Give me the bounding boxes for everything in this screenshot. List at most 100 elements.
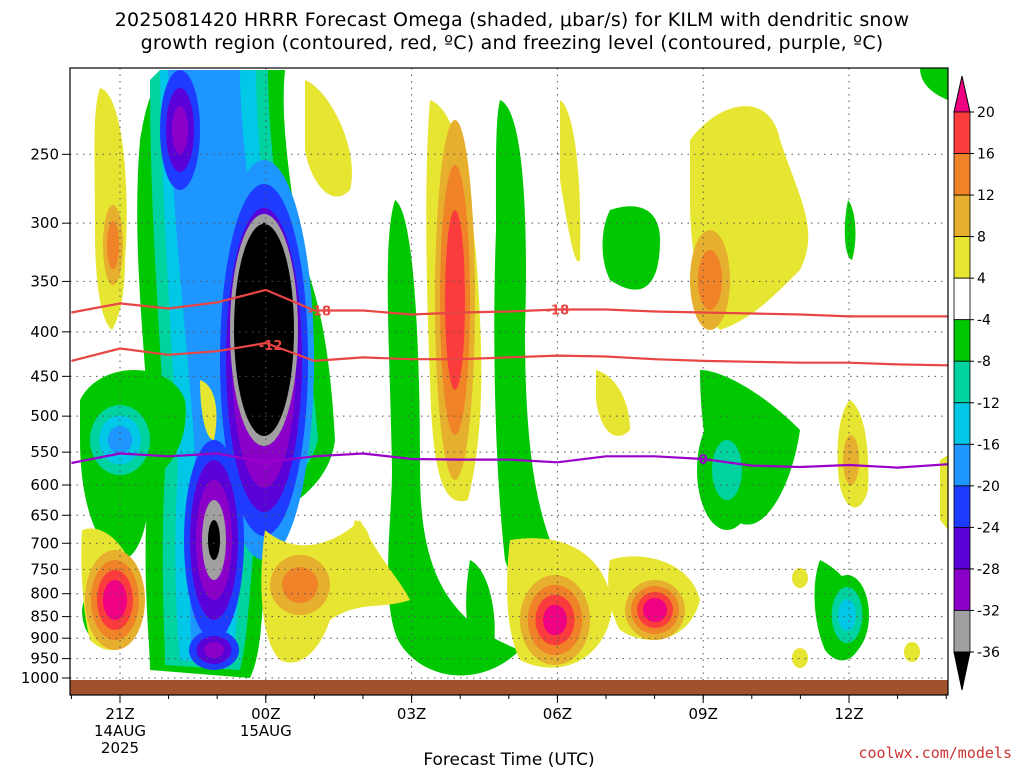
descent-edge-right <box>940 455 948 530</box>
colorbar-swatch <box>953 194 971 238</box>
x-tick-label-06Z: 06Z <box>543 705 572 723</box>
x-tick-year-21Z: 2025 <box>101 739 139 757</box>
x-tick-label-00Z: 00Z <box>251 705 280 723</box>
colorbar-label--4: -4 <box>977 313 991 329</box>
colorbar-label--32: -32 <box>977 603 1000 619</box>
contour-label-0: 0 <box>699 453 708 468</box>
descent-core-08z <box>643 598 667 622</box>
colorbar-swatch <box>953 610 971 653</box>
descent-small-02z <box>353 520 372 560</box>
colorbar-swatch <box>953 277 971 321</box>
ascent-column-05z <box>494 100 580 610</box>
colorbar-swatch <box>953 485 971 528</box>
ascent-strip-12z <box>844 200 856 260</box>
x-axis-label: Forecast Time (UTC) <box>423 750 594 768</box>
colorbar-swatch <box>953 319 971 362</box>
y-tick-label-900: 900 <box>30 629 59 647</box>
chart-title-line-1: 2025081420 HRRR Forecast Omega (shaded, … <box>114 9 910 31</box>
grid-lines <box>70 68 948 695</box>
colorbar-swatch <box>953 526 971 570</box>
descent-core-09z <box>698 250 722 310</box>
chart-title-line-2: growth region (contoured, red, ºC) and f… <box>140 32 884 54</box>
colorbar-label-20: 20 <box>977 105 995 121</box>
y-tick-label-250: 250 <box>30 145 59 163</box>
ascent-core-lower <box>208 520 220 560</box>
colorbar-label--28: -28 <box>977 562 1000 578</box>
colorbar-top-arrow <box>953 75 971 113</box>
colorbar-label--8: -8 <box>977 354 991 370</box>
colorbar-swatch <box>953 236 971 279</box>
colorbar-label-8: 8 <box>977 230 986 246</box>
colorbar-label--36: -36 <box>977 645 1000 661</box>
x-tick-label-03Z: 03Z <box>397 705 426 723</box>
colorbar-label--16: -16 <box>977 437 1000 453</box>
descent-core-12z <box>843 435 859 485</box>
x-tick-label-21Z: 21Z <box>105 705 134 723</box>
descent-strip-06z <box>560 100 581 262</box>
colorbar-label-12: 12 <box>977 188 995 204</box>
colorbar-swatch <box>953 402 971 445</box>
ground-surface <box>70 680 948 695</box>
x-tick-date-21Z: 14AUG <box>94 722 146 740</box>
ascent-core-09z <box>712 440 742 500</box>
descent-core-21z <box>107 221 119 269</box>
ascent-core-upper <box>172 106 188 154</box>
colorbar-label--12: -12 <box>977 396 1000 412</box>
y-tick-label-450: 450 <box>30 367 59 385</box>
contour-label-0: 0 <box>261 456 270 471</box>
descent-dot-1 <box>792 648 808 668</box>
y-tick-label-750: 750 <box>30 560 59 578</box>
descent-upper-23z <box>305 80 352 197</box>
ascent-strip-04z <box>466 560 495 660</box>
x-tick-date-00Z: 15AUG <box>240 722 292 740</box>
x-tick-label-12Z: 12Z <box>834 705 863 723</box>
ascent-patch-07z <box>602 206 660 290</box>
colorbar: 20 16 12 8 4 -4 -8 -12 -16 -20 -24 -28 -32 -36 <box>953 75 1000 691</box>
y-tick-label-550: 550 <box>30 443 59 461</box>
y-tick-label-400: 400 <box>30 323 59 341</box>
descent-dot-2 <box>904 642 920 662</box>
colorbar-swatch <box>953 111 971 154</box>
y-tick-label-950: 950 <box>30 650 59 668</box>
y-tick-label-600: 600 <box>30 476 59 494</box>
descent-core-06z <box>543 604 567 636</box>
ascent-core-black <box>234 224 294 436</box>
y-tick-label-1000: 1000 <box>21 669 59 687</box>
ascent-core-bottom <box>204 642 224 658</box>
contour--18 <box>71 288 948 318</box>
colorbar-bottom-arrow <box>953 651 971 691</box>
y-tick-label-500: 500 <box>30 407 59 425</box>
x-tick-label-09Z: 09Z <box>689 705 718 723</box>
contour-label--18: -18 <box>546 303 570 318</box>
colorbar-label-16: 16 <box>977 147 995 163</box>
colorbar-swatch <box>953 443 971 487</box>
temperature-contours: -18 -18 -12 0 0 <box>71 288 948 471</box>
descent-core-01z <box>282 567 318 603</box>
colorbar-swatch <box>953 153 971 196</box>
contour--12 <box>71 341 948 367</box>
y-tick-label-300: 300 <box>30 214 59 232</box>
contour-label--18: -18 <box>308 304 332 319</box>
colorbar-label-4: 4 <box>977 271 986 287</box>
contour-0 <box>71 452 948 469</box>
descent-small-07z <box>596 370 630 436</box>
contour-label--12: -12 <box>259 339 283 354</box>
y-tick-label-700: 700 <box>30 534 59 552</box>
ascent-core-12z <box>838 599 856 631</box>
colorbar-swatch <box>953 360 971 404</box>
y-tick-label-800: 800 <box>30 585 59 603</box>
ascent-corner <box>920 68 948 100</box>
y-tick-label-650: 650 <box>30 506 59 524</box>
ascent-column-03z <box>387 200 520 676</box>
y-tick-label-850: 850 <box>30 608 59 626</box>
colorbar-swatch <box>953 568 971 611</box>
descent-small-23z <box>200 380 217 440</box>
descent-dot-0 <box>792 568 808 588</box>
descent-core-04z <box>445 210 465 390</box>
colorbar-label--20: -20 <box>977 479 1000 495</box>
colorbar-label--24: -24 <box>977 520 1000 536</box>
descent-core-21z-low <box>103 580 127 620</box>
pressure-axis: 250 300 350 400 450 500 550 600 650 700 750 800 850 9… <box>21 145 70 687</box>
